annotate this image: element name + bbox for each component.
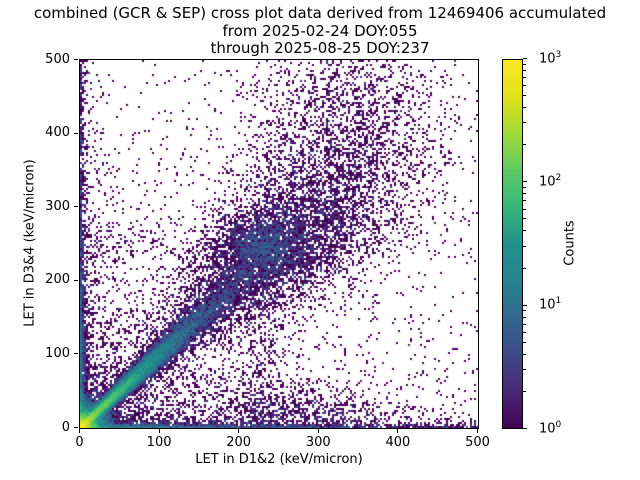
colorbar-tick-label: 100 bbox=[539, 419, 562, 436]
y-tick-label: 400 bbox=[45, 125, 70, 141]
y-tick-label: 100 bbox=[45, 345, 70, 361]
colorbar-minor-tick bbox=[523, 369, 526, 371]
x-axis-label: LET in D1&2 (keV/micron) bbox=[195, 452, 363, 467]
colorbar bbox=[502, 59, 523, 429]
colorbar-minor-tick bbox=[523, 85, 526, 87]
colorbar-minor-tick bbox=[523, 316, 526, 318]
x-tick-mark bbox=[397, 429, 399, 433]
colorbar-minor-tick bbox=[523, 107, 526, 109]
colorbar-tick-mark bbox=[523, 428, 527, 429]
colorbar-minor-tick bbox=[523, 77, 526, 79]
colorbar-minor-tick bbox=[523, 69, 526, 71]
x-tick-label: 100 bbox=[146, 435, 172, 450]
y-tick-mark bbox=[74, 132, 78, 134]
colorbar-minor-tick bbox=[523, 353, 526, 355]
colorbar-minor-tick bbox=[523, 144, 526, 146]
colorbar-minor-tick bbox=[523, 186, 526, 188]
colorbar-minor-tick bbox=[523, 218, 526, 220]
colorbar-tick-label: 103 bbox=[539, 49, 562, 66]
colorbar-tick-mark bbox=[523, 58, 527, 59]
colorbar-minor-tick bbox=[523, 267, 526, 269]
y-axis-label: LET in D3&4 (keV/micron) bbox=[22, 159, 38, 327]
x-tick-label: 0 bbox=[75, 435, 84, 450]
chart-title: combined (GCR & SEP) cross plot data der… bbox=[0, 4, 640, 58]
y-tick-label: 0 bbox=[61, 419, 70, 435]
x-tick-mark bbox=[79, 429, 80, 433]
colorbar-minor-tick bbox=[523, 200, 526, 202]
colorbar-minor-tick bbox=[523, 193, 526, 195]
x-tick-label: 300 bbox=[305, 435, 331, 450]
plot-area bbox=[79, 59, 479, 429]
colorbar-minor-tick bbox=[523, 208, 526, 210]
y-tick-mark bbox=[74, 59, 78, 60]
colorbar-minor-tick bbox=[523, 122, 526, 124]
heatmap-canvas bbox=[80, 60, 478, 428]
colorbar-gradient bbox=[503, 60, 522, 428]
colorbar-minor-tick bbox=[523, 230, 526, 232]
chart-title-line-1: combined (GCR & SEP) cross plot data der… bbox=[33, 4, 607, 22]
colorbar-minor-tick bbox=[523, 341, 526, 343]
y-tick-mark bbox=[74, 427, 78, 428]
colorbar-minor-tick bbox=[523, 390, 526, 392]
x-tick-label: 500 bbox=[465, 435, 490, 450]
x-tick-mark bbox=[317, 429, 319, 433]
colorbar-minor-tick bbox=[523, 245, 526, 247]
y-tick-label: 300 bbox=[45, 198, 70, 214]
x-tick-label: 200 bbox=[226, 435, 252, 450]
y-tick-label: 500 bbox=[45, 51, 70, 67]
x-tick-mark bbox=[238, 429, 240, 433]
colorbar-minor-tick bbox=[523, 95, 526, 97]
colorbar-minor-tick bbox=[523, 323, 526, 325]
x-tick-label: 400 bbox=[385, 435, 411, 450]
y-tick-label: 200 bbox=[45, 272, 70, 288]
x-tick-mark bbox=[158, 429, 160, 433]
chart-title-line-3: through 2025-08-25 DOY:237 bbox=[210, 39, 430, 57]
chart-title-line-2: from 2025-02-24 DOY:055 bbox=[222, 21, 418, 40]
colorbar-tick-mark bbox=[523, 181, 527, 183]
y-tick-mark bbox=[74, 279, 78, 281]
colorbar-minor-tick bbox=[523, 332, 526, 334]
colorbar-tick-label: 101 bbox=[539, 296, 562, 313]
colorbar-tick-mark bbox=[523, 304, 527, 306]
colorbar-label: Counts bbox=[562, 220, 578, 266]
colorbar-minor-tick bbox=[523, 63, 526, 65]
y-tick-mark bbox=[74, 353, 78, 355]
colorbar-tick-label: 102 bbox=[539, 172, 562, 190]
y-tick-mark bbox=[74, 206, 78, 208]
x-tick-mark bbox=[477, 429, 478, 433]
colorbar-minor-tick bbox=[523, 310, 526, 312]
